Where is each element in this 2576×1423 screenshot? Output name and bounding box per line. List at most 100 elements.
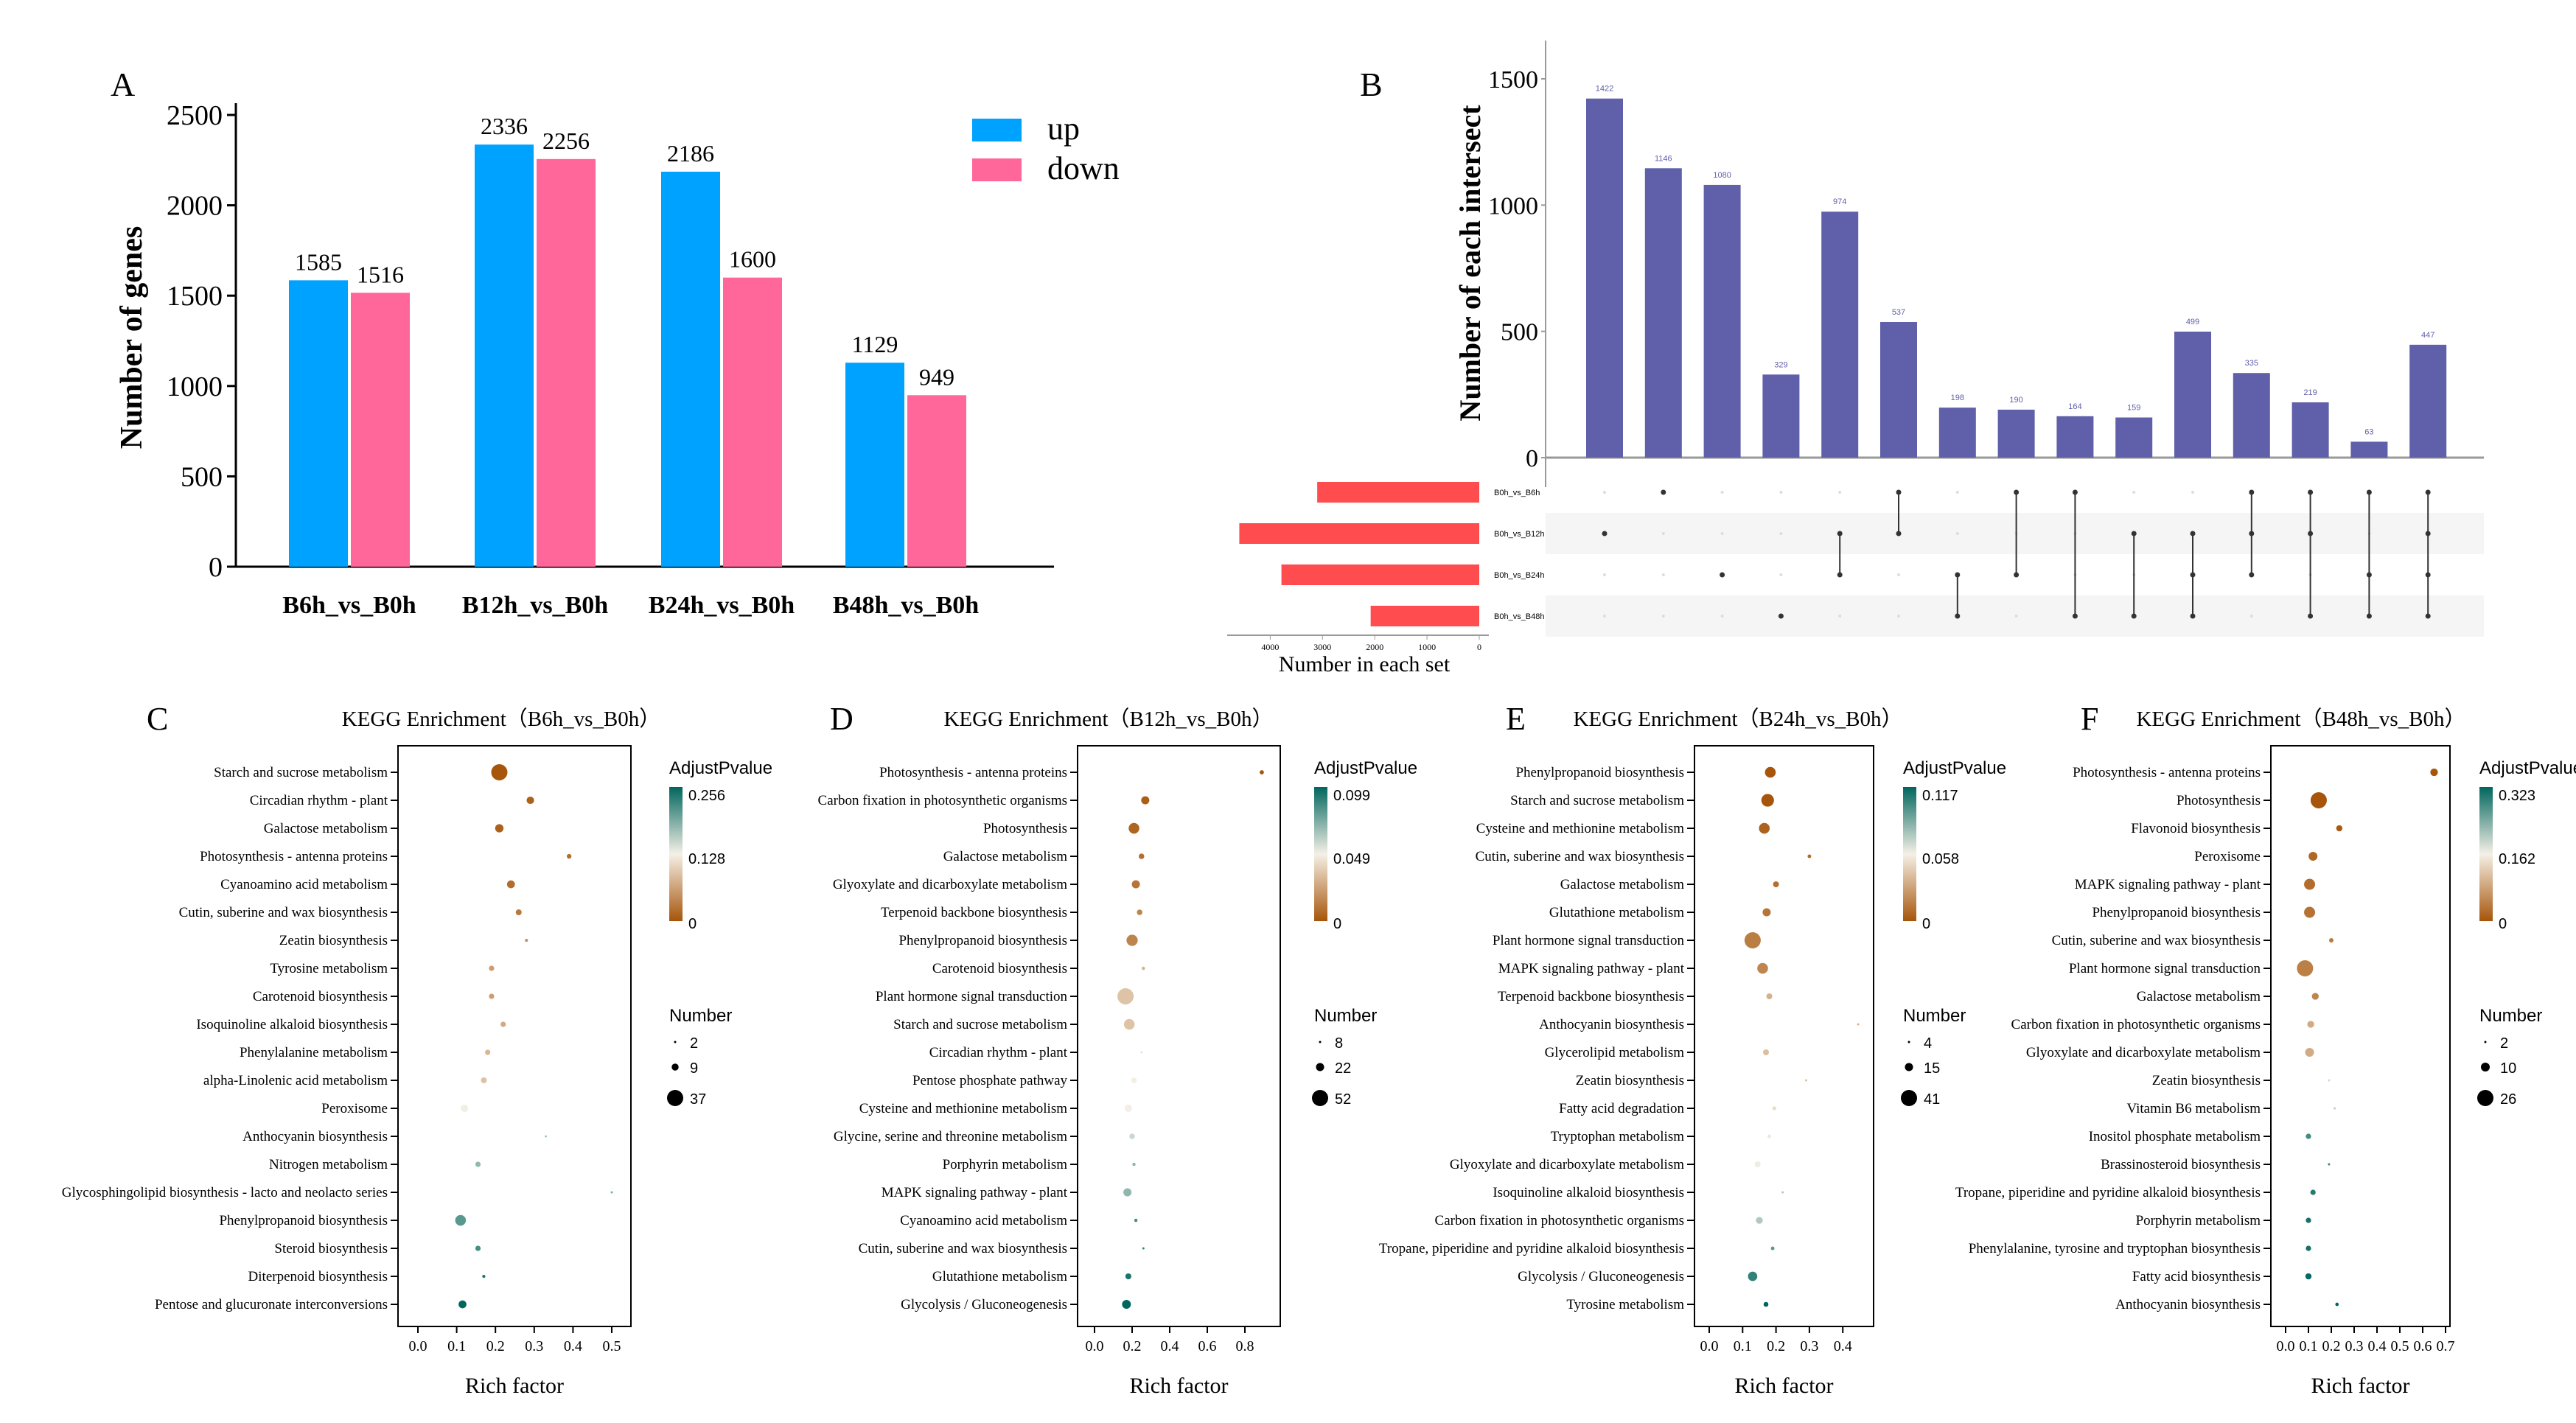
pathway-label: Peroxisome xyxy=(2194,849,2261,864)
set-size-bar xyxy=(1370,606,1479,626)
enrichment-dot xyxy=(1756,1217,1763,1224)
x-tick-label: 0.2 xyxy=(486,1338,505,1354)
x-tick-label: 0.0 xyxy=(1700,1338,1719,1354)
pathway-label: Tryptophan metabolism xyxy=(1551,1129,1685,1144)
y-tick-label-a: 0 xyxy=(209,552,223,583)
pathway-label: Glycolysis / Gluconeogenesis xyxy=(1518,1269,1684,1284)
pathway-label: Galactose metabolism xyxy=(2137,989,2261,1004)
size-legend-label: 2 xyxy=(2500,1035,2508,1052)
color-legend-tick-label: 0.117 xyxy=(1922,788,1958,804)
enrichment-dot xyxy=(485,1049,491,1055)
pathway-label: Glutathione metabolism xyxy=(1549,905,1684,920)
pathway-label: alpha-Linolenic acid metabolism xyxy=(203,1073,388,1088)
enrichment-dot xyxy=(2304,906,2316,918)
bar-down xyxy=(907,395,966,567)
intersect-bar xyxy=(1762,374,1800,458)
size-legend-dot xyxy=(2477,1090,2493,1106)
enrichment-dot xyxy=(489,965,495,971)
intersect-value-label: 1146 xyxy=(1655,154,1672,163)
size-legend-dot xyxy=(674,1041,677,1043)
enrichment-dot xyxy=(2307,1021,2314,1028)
pathway-label: Tyrosine metabolism xyxy=(1566,1297,1684,1312)
pathway-label: Diterpenoid biosynthesis xyxy=(248,1269,388,1284)
pathway-label: Carbon fixation in photosynthetic organi… xyxy=(2011,1017,2261,1032)
enrichment-dot xyxy=(489,993,495,999)
plot-frame xyxy=(2270,745,2451,1327)
enrichment-dot xyxy=(1772,1106,1776,1111)
matrix-dot-empty xyxy=(1779,573,1783,576)
pathway-label: Phenylalanine, tyrosine and tryptophan b… xyxy=(1969,1241,2261,1256)
matrix-dot-empty xyxy=(1661,573,1665,576)
color-legend-bar xyxy=(1314,787,1327,921)
panel-label-a: A xyxy=(111,66,135,103)
intersect-bar xyxy=(1997,409,2035,458)
y-tick-label-b: 0 xyxy=(1526,445,1538,472)
enrichment-dot xyxy=(455,1214,467,1226)
size-legend-title: Number xyxy=(1903,1006,1966,1026)
set-name-label: B0h_vs_B6h xyxy=(1494,489,1540,497)
plot-frame xyxy=(397,745,632,1327)
bar-up xyxy=(661,171,720,567)
enrichment-dot xyxy=(1142,1247,1145,1250)
pathway-label: Brassinosteroid biosynthesis xyxy=(2101,1157,2261,1172)
intersect-value-label: 447 xyxy=(2421,331,2434,340)
size-legend-dot xyxy=(2484,1041,2487,1043)
enrichment-dot xyxy=(1117,988,1134,1004)
x-category-label-a: B48h_vs_B0h xyxy=(833,592,979,619)
legend-swatch-down xyxy=(972,158,1022,181)
pathway-label: Anthocyanin biosynthesis xyxy=(1539,1017,1684,1032)
size-legend-label: 15 xyxy=(1924,1060,1940,1077)
enrichment-dot xyxy=(2335,1302,2339,1307)
pathway-label: Plant hormone signal transduction xyxy=(2069,961,2261,976)
size-legend-dot xyxy=(1316,1063,1324,1071)
enrichment-dot xyxy=(1126,934,1138,946)
matrix-dot-empty xyxy=(2132,491,2136,494)
x-axis-title: Rich factor xyxy=(1734,1374,1833,1398)
enrichment-dot xyxy=(1132,1162,1136,1167)
x-tick-label: 0.1 xyxy=(447,1338,466,1354)
x-tick-label: 0.3 xyxy=(1800,1338,1818,1354)
bar-up xyxy=(289,280,348,567)
enrichment-dot xyxy=(1260,770,1264,775)
enrichment-dot xyxy=(1765,766,1776,778)
pathway-label: Carbon fixation in photosynthetic organi… xyxy=(1435,1213,1684,1228)
intersect-value-label: 159 xyxy=(2127,404,2140,413)
pathway-label: Cysteine and methionine metabolism xyxy=(1476,821,1685,836)
enrichment-dot xyxy=(1137,909,1142,915)
pathway-label: Plant hormone signal transduction xyxy=(876,989,1068,1004)
matrix-dot-empty xyxy=(1955,491,1959,494)
set-size-axis-title: Number in each set xyxy=(1279,652,1451,676)
y-axis-title-a: Number of genes xyxy=(115,226,149,450)
enrichment-dot xyxy=(500,1021,506,1027)
pathway-label: Photosynthesis - antenna proteins xyxy=(879,765,1067,780)
x-tick-label: 0.0 xyxy=(409,1338,427,1354)
pathway-label: Zeatin biosynthesis xyxy=(279,933,388,948)
pathway-label: Photosynthesis - antenna proteins xyxy=(200,849,388,864)
pathway-label: Carotenoid biosynthesis xyxy=(253,989,388,1004)
plot-title: KEGG Enrichment（B24h_vs_B0h） xyxy=(1573,707,1902,731)
size-legend-label: 10 xyxy=(2500,1060,2516,1077)
intersect-value-label: 974 xyxy=(1833,197,1846,206)
size-legend-dot xyxy=(1312,1090,1328,1106)
plot-frame xyxy=(1694,745,1874,1327)
color-legend-title: AdjustPvalue xyxy=(669,758,772,778)
enrichment-dot xyxy=(2310,1189,2316,1195)
matrix-dot-filled xyxy=(1778,613,1784,619)
enrichment-dot xyxy=(475,1245,481,1251)
enrichment-dot xyxy=(506,880,515,889)
pathway-label: Circadian rhythm - plant xyxy=(929,1045,1068,1060)
size-legend-label: 37 xyxy=(690,1091,706,1108)
set-size-bar xyxy=(1317,482,1479,503)
enrichment-dot xyxy=(2328,1079,2331,1082)
color-legend-tick-label: 0.049 xyxy=(1333,851,1370,867)
enrichment-dot xyxy=(458,1300,467,1309)
pathway-label: Terpenoid backbone biosynthesis xyxy=(881,905,1067,920)
pathway-label: Isoquinoline alkaloid biosynthesis xyxy=(1493,1185,1684,1200)
enrichment-dot xyxy=(1141,796,1150,805)
enrichment-dot xyxy=(2336,825,2343,832)
color-legend-tick-label: 0 xyxy=(1333,916,1341,932)
pathway-label: Cutin, suberine and wax biosynthesis xyxy=(2052,933,2261,948)
pathway-label: Glyoxylate and dicarboxylate metabolism xyxy=(1450,1157,1684,1172)
x-tick-label: 0.6 xyxy=(1198,1338,1217,1354)
x-tick-label: 0.6 xyxy=(2414,1338,2432,1354)
